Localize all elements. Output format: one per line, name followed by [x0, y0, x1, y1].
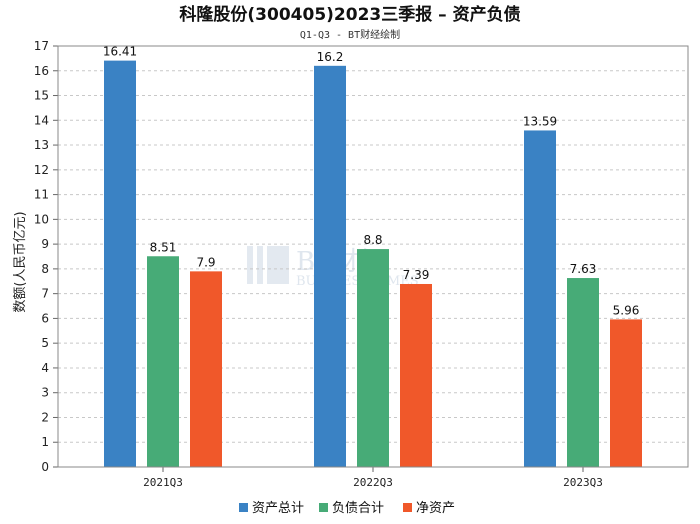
y-tick-label: 4	[41, 361, 49, 375]
data-label: 16.2	[317, 50, 344, 64]
data-label: 8.51	[150, 240, 177, 254]
y-tick-label: 11	[34, 188, 49, 202]
bar-3-2	[400, 283, 432, 467]
plot-frame	[57, 45, 689, 468]
legend-label: 资产总计	[252, 501, 304, 516]
bar-2-1	[147, 256, 179, 467]
y-tick-label: 0	[41, 460, 49, 474]
x-tick-label: 2021Q3	[143, 476, 183, 489]
y-tick-label: 12	[34, 163, 49, 177]
data-label: 5.96	[613, 303, 640, 317]
chart-subtitle: Q1-Q3 - BT财经绘制	[300, 28, 400, 41]
x-tick-label: 2022Q3	[353, 476, 393, 489]
y-tick-label: 14	[34, 113, 49, 127]
y-tick-label: 5	[41, 336, 49, 350]
y-tick-label: 15	[34, 89, 49, 103]
legend-swatch	[319, 503, 328, 512]
y-tick-label: 7	[41, 287, 49, 301]
data-label: 7.9	[196, 255, 215, 269]
bar-2-3	[567, 278, 599, 467]
x-axis-ticks: 2021Q3 2022Q3 2023Q3	[143, 467, 603, 489]
data-label: 7.39	[403, 268, 430, 282]
plot-border	[57, 45, 689, 468]
legend-swatch	[239, 503, 248, 512]
y-tick-label: 16	[34, 64, 49, 78]
legend: 资产总计 负债合计 净资产	[239, 501, 455, 516]
bar-3-3	[610, 319, 642, 467]
y-tick-label: 2	[41, 410, 49, 424]
bar-1-2	[314, 65, 346, 467]
data-labels: 16.41 8.51 7.9 16.2 8.8 7.39 13.59 7.63 5.96	[103, 45, 640, 318]
y-tick-label: 9	[41, 237, 49, 251]
data-label: 7.63	[570, 262, 597, 276]
legend-label: 负债合计	[332, 501, 384, 516]
data-label: 8.8	[363, 233, 382, 247]
y-tick-label: 8	[41, 262, 49, 276]
legend-swatch	[403, 503, 412, 512]
legend-label: 净资产	[416, 501, 455, 516]
watermark-logo-bar	[247, 246, 253, 284]
bars	[104, 60, 642, 468]
data-label: 13.59	[523, 114, 557, 128]
data-label: 16.41	[103, 45, 137, 59]
watermark-logo-bar	[267, 246, 289, 284]
chart-title: 科隆股份(300405)2023三季报 – 资产负债	[179, 4, 520, 25]
watermark-logo-bar	[257, 246, 263, 284]
y-tick-label: 17	[34, 39, 49, 53]
y-axis-label: 数额(人民币亿元)	[13, 211, 28, 312]
bar-3-1	[190, 271, 222, 467]
bar-1-3	[524, 130, 556, 468]
bar-1-1	[104, 60, 136, 467]
y-tick-label: 1	[41, 435, 49, 449]
y-tick-label: 6	[41, 311, 49, 325]
bar-2-2	[357, 249, 389, 467]
y-tick-label: 13	[34, 138, 49, 152]
x-tick-label: 2023Q3	[563, 476, 603, 489]
y-tick-label: 10	[34, 212, 49, 226]
y-tick-label: 3	[41, 386, 49, 400]
